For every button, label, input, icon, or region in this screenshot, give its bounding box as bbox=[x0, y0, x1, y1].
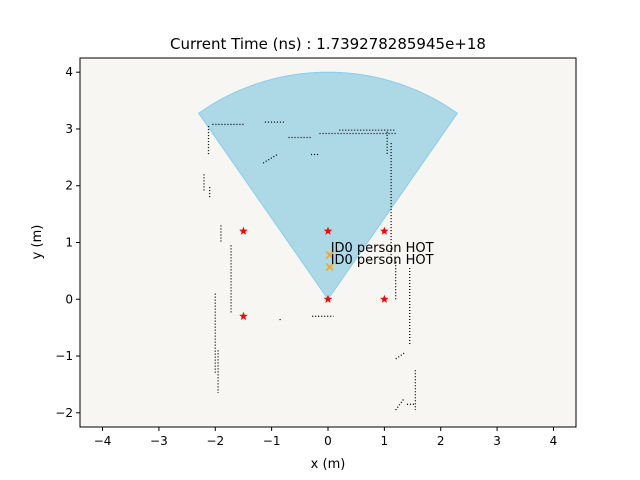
x-tick-label: 4 bbox=[550, 434, 558, 448]
fov-sector bbox=[197, 71, 459, 301]
field-of-view-layer bbox=[197, 71, 459, 301]
x-tick-label: 3 bbox=[493, 434, 501, 448]
y-axis-ticks: −2 −1 0 1 2 3 4 bbox=[55, 65, 80, 420]
x-tick-label: −3 bbox=[150, 434, 168, 448]
x-tick-label: −1 bbox=[263, 434, 281, 448]
x-tick-label: 2 bbox=[437, 434, 445, 448]
x-tick-label: −2 bbox=[206, 434, 224, 448]
y-tick-label: 0 bbox=[65, 292, 73, 306]
person-label: ID0 person HOT bbox=[331, 253, 434, 268]
marker-star bbox=[380, 294, 389, 303]
marker-star bbox=[239, 226, 248, 235]
marker-star bbox=[380, 226, 389, 235]
x-axis-label: x (m) bbox=[311, 457, 346, 472]
marker-star bbox=[323, 294, 333, 303]
person-marker bbox=[325, 250, 334, 260]
y-tick-label: −2 bbox=[55, 406, 73, 420]
y-tick-label: 4 bbox=[65, 65, 73, 79]
person-marker bbox=[325, 262, 334, 271]
x-axis-ticks: −4 −3 −2 −1 0 1 2 3 4 bbox=[94, 427, 558, 448]
obstacle-layer bbox=[203, 121, 417, 411]
y-tick-label: 3 bbox=[65, 122, 73, 136]
x-tick-label: 1 bbox=[381, 434, 389, 448]
y-axis-label: y (m) bbox=[30, 225, 45, 260]
person-label: ID0 person HOT bbox=[331, 241, 434, 256]
marker-layer bbox=[239, 226, 389, 320]
y-tick-label: 2 bbox=[65, 179, 73, 193]
chart-title: Current Time (ns) : 1.739278285945e+18 bbox=[170, 35, 486, 53]
marker-star bbox=[239, 311, 248, 320]
marker-star bbox=[323, 226, 333, 235]
y-tick-label: 1 bbox=[65, 236, 73, 250]
y-tick-label: −1 bbox=[55, 349, 73, 363]
x-tick-label: −4 bbox=[94, 434, 112, 448]
x-tick-label: 0 bbox=[324, 434, 332, 448]
